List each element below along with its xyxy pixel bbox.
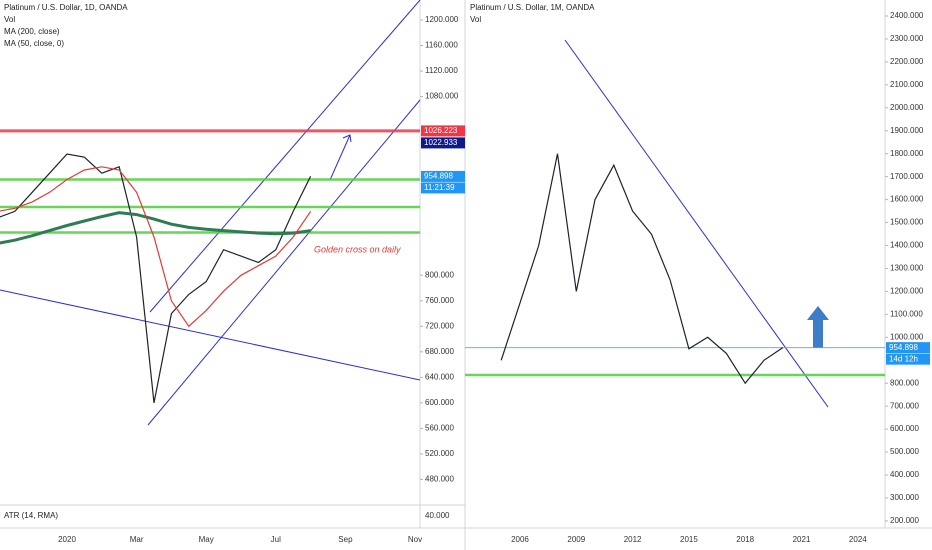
countdown-box bbox=[421, 182, 465, 194]
price-label: 1022.933 bbox=[424, 138, 458, 147]
price-line bbox=[0, 153, 312, 404]
x-tick-label: 2015 bbox=[680, 535, 698, 544]
annotation: Golden cross on daily bbox=[314, 244, 401, 254]
price-label: 1026.223 bbox=[424, 126, 458, 135]
y-tick-label: 480.000 bbox=[425, 475, 454, 484]
price-label: 954.898 bbox=[889, 343, 918, 352]
price-line bbox=[500, 153, 784, 385]
y-tick-label: 1160.000 bbox=[425, 41, 458, 50]
atr-tick-label: 40.000 bbox=[425, 511, 450, 520]
y-tick-label: 600.000 bbox=[425, 398, 454, 407]
price-line bbox=[0, 211, 311, 245]
y-tick-label: 2400.000 bbox=[890, 11, 924, 20]
indicator-label: MA (50, close, 0) bbox=[4, 39, 64, 48]
y-tick-label: 700.000 bbox=[890, 401, 919, 410]
volume-label: Vol bbox=[4, 15, 15, 24]
y-tick-label: 560.000 bbox=[425, 424, 454, 433]
y-tick-label: 1500.000 bbox=[890, 218, 924, 227]
y-tick-label: 1600.000 bbox=[890, 195, 924, 204]
y-tick-label: 1200.000 bbox=[425, 15, 459, 24]
arrow bbox=[329, 134, 352, 181]
volume-label: Vol bbox=[470, 15, 481, 24]
x-tick-label: Jul bbox=[271, 535, 281, 544]
x-tick-label: 2021 bbox=[793, 535, 811, 544]
price-label-box bbox=[886, 342, 930, 354]
price-label-box bbox=[421, 170, 465, 182]
price-label-box bbox=[421, 125, 465, 137]
x-tick-label: 2020 bbox=[58, 535, 76, 544]
trend-line bbox=[564, 39, 829, 408]
y-tick-label: 640.000 bbox=[425, 372, 454, 381]
countdown: 14d 12h bbox=[889, 354, 918, 363]
y-tick-label: 680.000 bbox=[425, 347, 454, 356]
y-tick-label: 1080.000 bbox=[425, 92, 459, 101]
price-label-box bbox=[421, 137, 465, 149]
y-tick-label: 1300.000 bbox=[890, 264, 924, 273]
y-tick-label: 1700.000 bbox=[890, 172, 924, 181]
y-tick-label: 2000.000 bbox=[890, 103, 924, 112]
atr-label: ATR (14, RMA) bbox=[4, 511, 58, 520]
y-tick-label: 800.000 bbox=[890, 378, 919, 387]
channel-upper bbox=[149, 0, 421, 313]
y-tick-label: 300.000 bbox=[890, 493, 919, 502]
y-tick-label: 720.000 bbox=[425, 321, 454, 330]
y-tick-label: 1000.000 bbox=[890, 332, 924, 341]
y-tick-label: 1120.000 bbox=[425, 66, 458, 75]
price-line bbox=[0, 166, 312, 328]
y-tick-label: 1800.000 bbox=[890, 149, 924, 158]
x-tick-label: 2012 bbox=[624, 535, 642, 544]
up-arrow bbox=[807, 306, 829, 348]
y-tick-label: 760.000 bbox=[425, 296, 454, 305]
chart-title: Platinum / U.S. Dollar, 1M, OANDA bbox=[470, 3, 595, 12]
y-tick-label: 1200.000 bbox=[890, 287, 924, 296]
y-tick-label: 1900.000 bbox=[890, 126, 924, 135]
x-tick-label: 2018 bbox=[736, 535, 754, 544]
y-tick-label: 2100.000 bbox=[890, 80, 924, 89]
x-tick-label: 2024 bbox=[849, 535, 867, 544]
y-tick-label: 600.000 bbox=[890, 424, 919, 433]
price-label: 954.898 bbox=[424, 172, 453, 181]
y-tick-label: 520.000 bbox=[425, 449, 454, 458]
y-tick-label: 200.000 bbox=[890, 516, 919, 525]
y-tick-label: 1100.000 bbox=[890, 309, 923, 318]
x-tick-label: Nov bbox=[408, 535, 422, 544]
trend-line bbox=[0, 289, 421, 381]
countdown-box bbox=[886, 353, 930, 365]
x-tick-label: Sep bbox=[338, 535, 353, 544]
chart-title: Platinum / U.S. Dollar, 1D, OANDA bbox=[4, 3, 128, 12]
channel-lower bbox=[147, 99, 421, 426]
x-tick-label: 2006 bbox=[511, 535, 529, 544]
x-tick-label: Mar bbox=[130, 535, 144, 544]
y-tick-label: 800.000 bbox=[425, 270, 454, 279]
countdown: 11:21:39 bbox=[424, 183, 455, 192]
y-tick-label: 400.000 bbox=[890, 470, 919, 479]
y-tick-label: 2200.000 bbox=[890, 57, 924, 66]
x-tick-label: May bbox=[199, 535, 214, 544]
y-tick-label: 1400.000 bbox=[890, 241, 924, 250]
y-tick-label: 2300.000 bbox=[890, 34, 924, 43]
x-tick-label: 2009 bbox=[567, 535, 585, 544]
indicator-label: MA (200, close) bbox=[4, 27, 60, 36]
y-tick-label: 500.000 bbox=[890, 447, 919, 456]
